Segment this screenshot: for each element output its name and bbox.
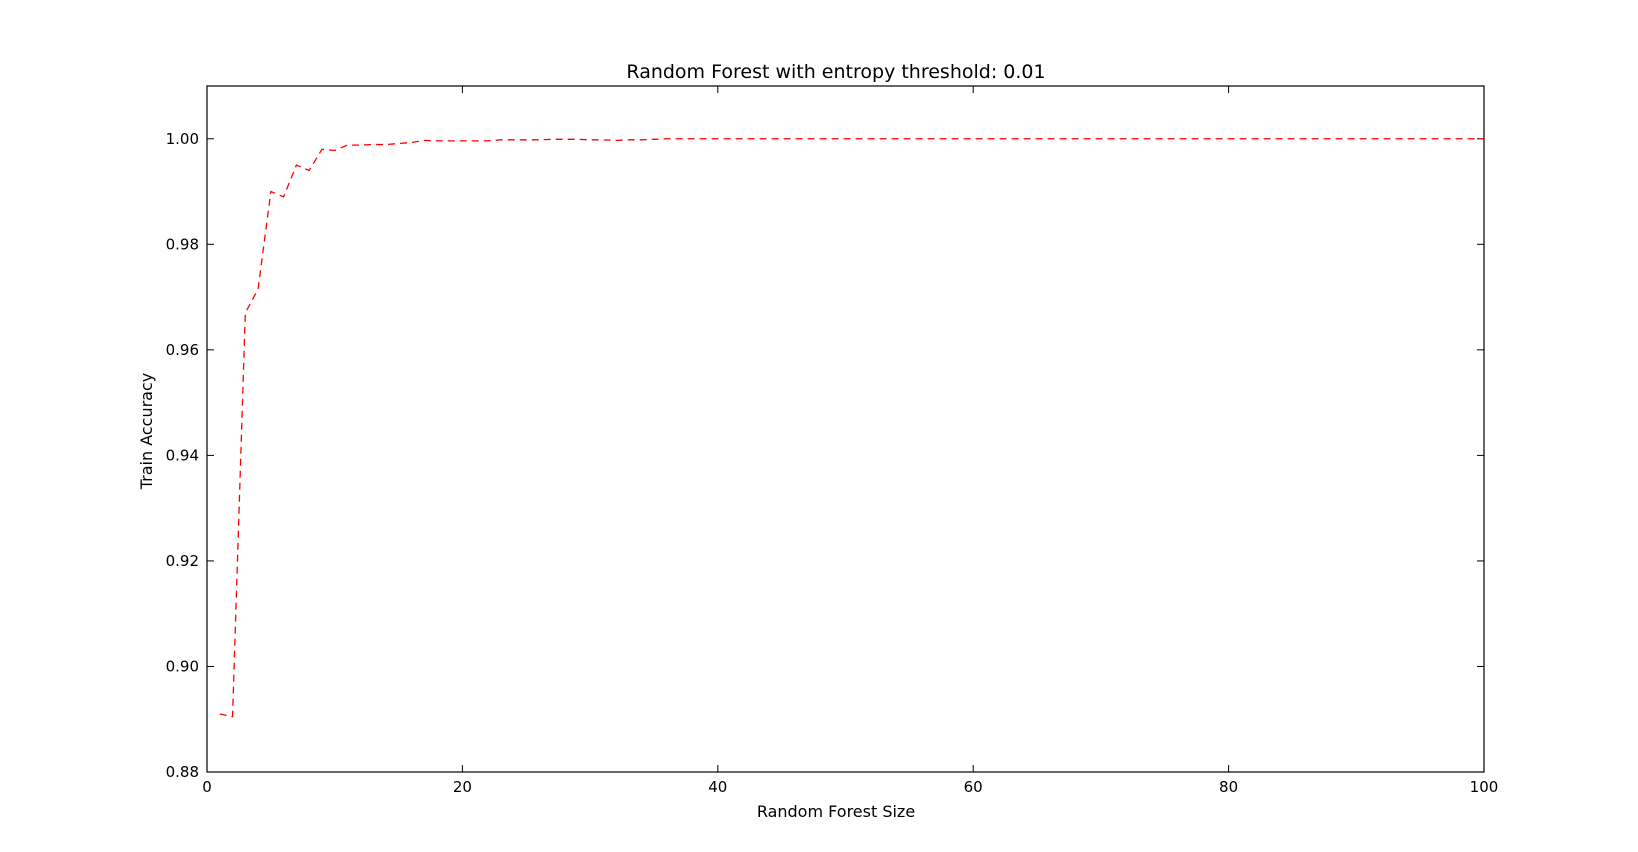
y-tick-label: 1.00 [166,130,199,148]
y-tick-label: 0.96 [166,341,199,359]
x-tick-label: 20 [453,778,472,796]
y-tick-label: 0.98 [166,235,199,253]
x-tick-label: 80 [1219,778,1238,796]
x-tick-label: 100 [1470,778,1499,796]
chart-title: Random Forest with entropy threshold: 0.… [626,61,1045,83]
y-tick-label: 0.88 [166,763,199,781]
x-axis-label: Random Forest Size [757,802,915,821]
plot-frame [206,85,1485,773]
x-tick-label: 60 [964,778,983,796]
y-axis-label: Train Accuracy [137,373,156,491]
x-tick-label: 40 [708,778,727,796]
plot-area: 0 20 40 60 80 100 0.88 0.90 0.92 0.94 0.96 0.98 1.00 [166,85,1499,796]
y-tick-label: 0.90 [166,657,199,675]
series-line [219,138,1484,718]
x-tick-label: 0 [202,778,212,796]
y-tick-label: 0.94 [166,446,199,464]
y-tick-label: 0.92 [166,552,199,570]
